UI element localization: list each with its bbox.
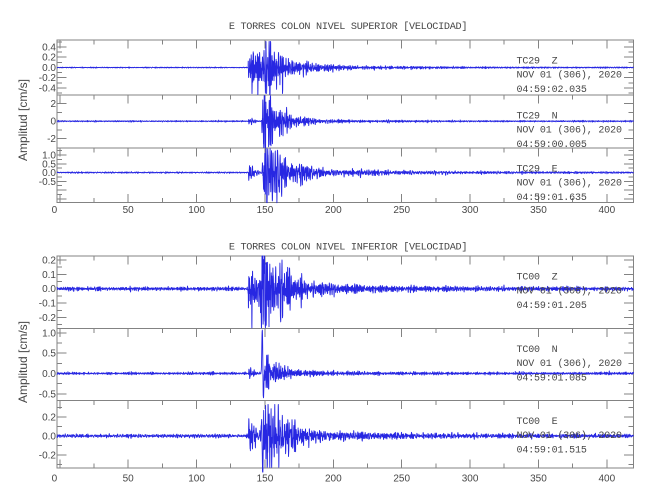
- svg-text:NOV 01 (306), 2020: NOV 01 (306), 2020: [517, 286, 622, 298]
- svg-text:04:59:02.035: 04:59:02.035: [517, 85, 587, 96]
- svg-text:350: 350: [530, 205, 547, 216]
- svg-text:-0.4: -0.4: [39, 84, 57, 95]
- svg-text:E TORRES COLON NIVEL SUPERIOR: E TORRES COLON NIVEL SUPERIOR [VELOCIDAD…: [229, 21, 467, 33]
- svg-text:0.0: 0.0: [42, 431, 56, 442]
- svg-text:0.2: 0.2: [42, 255, 56, 266]
- svg-text:0.0: 0.0: [42, 369, 56, 380]
- svg-text:TC00 Z: TC00 Z: [517, 272, 558, 283]
- svg-text:50: 50: [123, 474, 135, 485]
- svg-text:0.0: 0.0: [42, 63, 56, 74]
- svg-text:Amplitud [cm/s]: Amplitud [cm/s]: [16, 321, 30, 403]
- svg-text:Amplitud [cm/s]: Amplitud [cm/s]: [16, 79, 30, 161]
- svg-text:100: 100: [188, 474, 205, 485]
- svg-text:-2: -2: [47, 134, 56, 145]
- svg-text:TC29 E: TC29 E: [517, 164, 558, 175]
- svg-text:-0.2: -0.2: [39, 73, 57, 84]
- svg-text:0.2: 0.2: [42, 53, 56, 64]
- svg-text:200: 200: [325, 474, 342, 485]
- svg-text:0: 0: [50, 117, 56, 128]
- svg-text:150: 150: [257, 205, 274, 216]
- svg-text:300: 300: [462, 474, 479, 485]
- svg-text:04:59:01.515: 04:59:01.515: [517, 445, 587, 456]
- svg-text:TC29 Z: TC29 Z: [517, 56, 558, 67]
- svg-text:04:59:00.005: 04:59:00.005: [517, 140, 587, 151]
- svg-text:04:59:01.085: 04:59:01.085: [517, 373, 587, 384]
- svg-text:2: 2: [50, 99, 56, 110]
- svg-text:0.5: 0.5: [42, 349, 56, 360]
- svg-text:300: 300: [462, 205, 479, 216]
- svg-text:NOV 01 (306), 2020: NOV 01 (306), 2020: [517, 125, 622, 137]
- svg-text:-0.5: -0.5: [39, 389, 57, 400]
- svg-text:100: 100: [188, 205, 205, 216]
- svg-text:TC00 E: TC00 E: [517, 417, 558, 428]
- svg-text:0.4: 0.4: [42, 43, 56, 54]
- svg-text:0: 0: [52, 474, 58, 485]
- svg-text:400: 400: [598, 474, 615, 485]
- svg-text:250: 250: [393, 474, 410, 485]
- svg-text:50: 50: [123, 205, 135, 216]
- svg-text:200: 200: [325, 205, 342, 216]
- svg-text:NOV 01 (306), 2020: NOV 01 (306), 2020: [517, 178, 622, 190]
- svg-text:0.1: 0.1: [42, 270, 56, 281]
- svg-text:0.5: 0.5: [42, 159, 56, 170]
- svg-text:-0.2: -0.2: [39, 313, 57, 324]
- svg-text:NOV 01 (306), 2020: NOV 01 (306), 2020: [517, 358, 622, 370]
- svg-text:150: 150: [257, 474, 274, 485]
- svg-text:TC00 N: TC00 N: [517, 345, 558, 356]
- svg-text:0: 0: [52, 205, 58, 216]
- svg-text:350: 350: [530, 474, 547, 485]
- svg-text:0.0: 0.0: [42, 284, 56, 295]
- svg-text:NOV 01 (306), 2020: NOV 01 (306), 2020: [517, 70, 622, 82]
- svg-text:0.2: 0.2: [42, 412, 56, 423]
- svg-text:-0.2: -0.2: [39, 450, 57, 461]
- svg-text:1.0: 1.0: [42, 151, 56, 162]
- svg-text:TC29 N: TC29 N: [517, 111, 558, 122]
- svg-text:-0.5: -0.5: [39, 177, 57, 188]
- svg-text:E TORRES COLON NIVEL INFERIOR: E TORRES COLON NIVEL INFERIOR [VELOCIDAD…: [229, 242, 467, 254]
- svg-text:04:59:01.635: 04:59:01.635: [517, 193, 587, 204]
- svg-text:0.0: 0.0: [42, 168, 56, 179]
- svg-text:NOV 01 (306), 2020: NOV 01 (306), 2020: [517, 430, 622, 442]
- svg-text:04:59:01.205: 04:59:01.205: [517, 301, 587, 312]
- svg-text:250: 250: [393, 205, 410, 216]
- svg-text:1.0: 1.0: [42, 328, 56, 339]
- svg-text:400: 400: [598, 205, 615, 216]
- svg-text:-0.1: -0.1: [39, 299, 57, 310]
